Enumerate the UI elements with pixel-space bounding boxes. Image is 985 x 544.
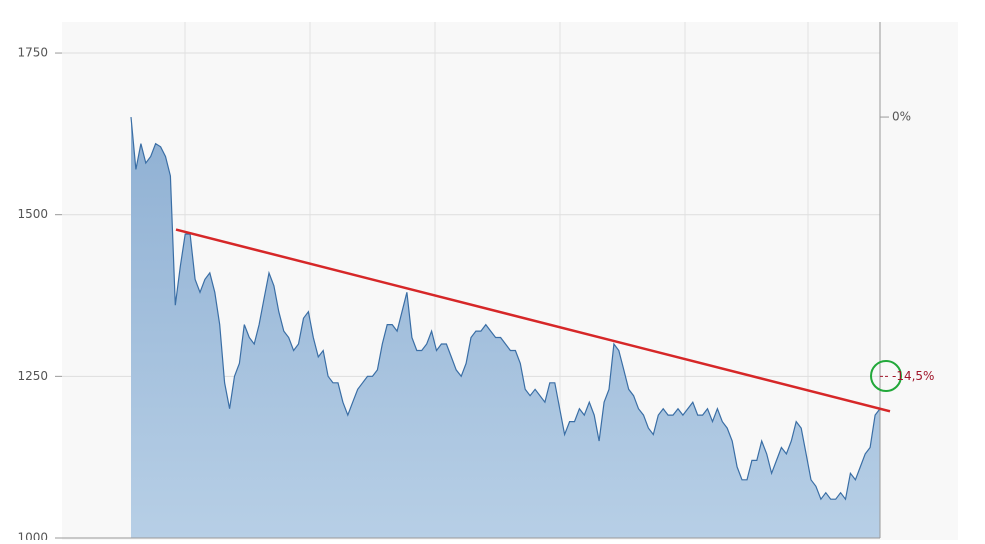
vertical-grid — [184, 22, 809, 538]
y-tick-label: 1750 — [17, 46, 48, 60]
area — [131, 117, 880, 538]
trendline — [175, 228, 891, 413]
y-tick-label: 1500 — [17, 207, 48, 221]
line — [130, 117, 881, 501]
right-label: 0% — [892, 110, 911, 124]
marks — [130, 117, 881, 538]
right-label: -14,5% — [892, 369, 934, 383]
y-tick-label: 1250 — [17, 369, 48, 383]
highlight-circle — [870, 360, 902, 392]
y-tick-label: 1000 — [17, 531, 48, 541]
